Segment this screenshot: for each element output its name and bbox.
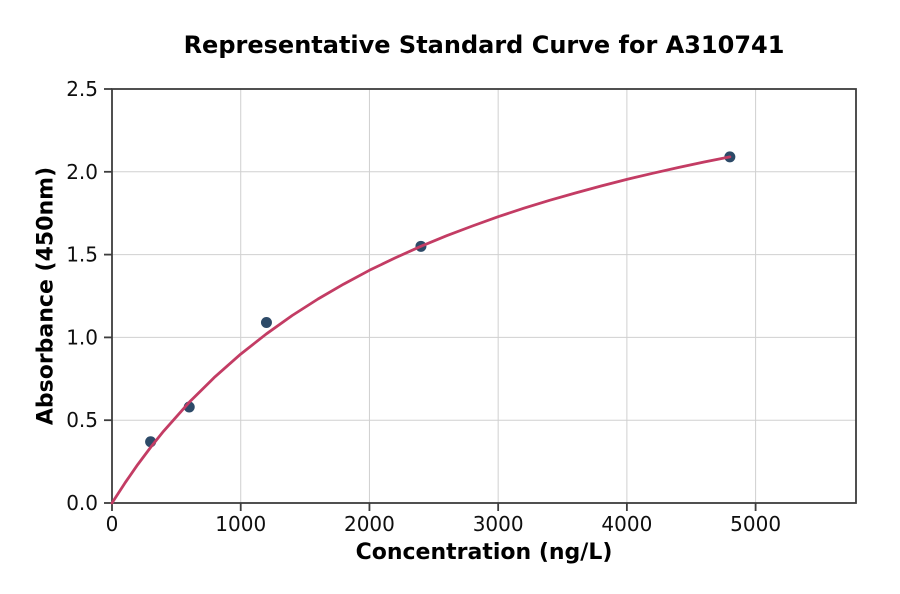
plot-border: [111, 88, 857, 504]
y-tick-label: 1.5: [66, 243, 98, 267]
chart-title: Representative Standard Curve for A31074…: [183, 31, 785, 59]
y-tick-label: 1.0: [66, 325, 98, 349]
x-tick-label: 2000: [344, 512, 395, 536]
y-tick-label: 0.5: [66, 408, 98, 432]
fitted-curve: [110, 155, 732, 505]
y-tick-label: 2.0: [66, 160, 98, 184]
x-tick-label: 4000: [601, 512, 652, 536]
y-tick-label: 0.0: [66, 491, 98, 515]
y-tick-label: 2.5: [66, 77, 98, 101]
x-tick-label: 5000: [730, 512, 781, 536]
gridlines: [111, 88, 856, 504]
x-tick-label: 3000: [473, 512, 524, 536]
data-point: [260, 316, 272, 328]
x-axis-label: Concentration (ng/L): [355, 540, 613, 565]
x-tick-labels: 0 1000 2000 3000 4000 5000: [106, 512, 781, 536]
standard-points: [145, 151, 736, 448]
x-tick-label: 1000: [215, 512, 266, 536]
tick-marks: [104, 88, 757, 511]
x-tick-label: 0: [106, 512, 119, 536]
y-tick-labels: 0.0 0.5 1.0 1.5 2.0 2.5: [66, 77, 98, 515]
